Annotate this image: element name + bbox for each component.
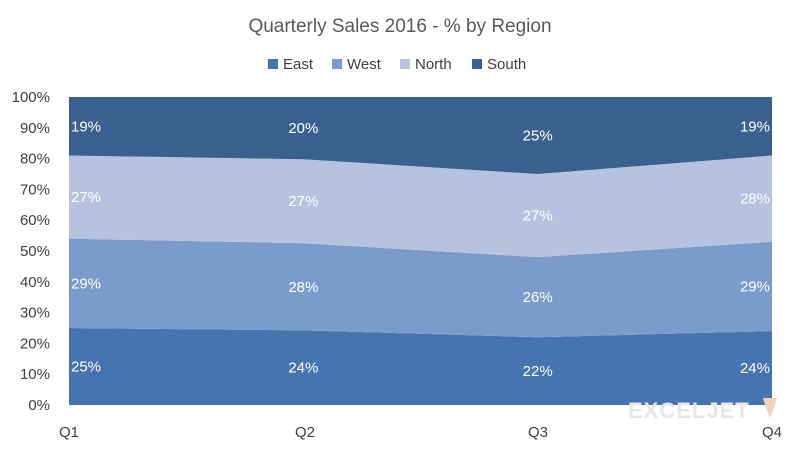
data-label-south-q3: 25%	[523, 128, 553, 145]
legend-label-east: East	[283, 56, 314, 73]
legend-swatch-east	[268, 59, 278, 69]
data-label-west-q4: 29%	[740, 278, 770, 295]
logo-mark-icon	[763, 398, 777, 418]
y-tick-label: 30%	[20, 305, 50, 322]
x-tick-label-q4: Q4	[762, 424, 782, 441]
data-label-north-q2: 27%	[288, 193, 318, 210]
y-tick-label: 10%	[20, 366, 50, 383]
data-label-south-q1: 19%	[71, 118, 101, 135]
watermark-text: EXCELJET	[628, 398, 750, 423]
y-tick-label: 80%	[20, 151, 50, 168]
x-tick-label-q3: Q3	[528, 424, 548, 441]
chart-title: Quarterly Sales 2016 - % by Region	[248, 16, 551, 37]
area-north	[69, 155, 772, 258]
data-label-west-q1: 29%	[71, 275, 101, 292]
legend-swatch-west	[332, 59, 342, 69]
y-tick-label: 20%	[20, 335, 50, 352]
data-label-east-q3: 22%	[523, 363, 553, 380]
x-axis-labels: Q1 Q2 Q3 Q4	[59, 424, 782, 441]
y-tick-label: 100%	[12, 89, 50, 106]
x-tick-label-q1: Q1	[59, 424, 79, 441]
legend-label-south: South	[487, 56, 526, 73]
legend-swatch-south	[472, 59, 482, 69]
data-label-south-q2: 20%	[288, 120, 318, 137]
y-tick-label: 0%	[28, 397, 50, 414]
area-west	[69, 238, 772, 338]
area-east	[69, 328, 772, 405]
y-tick-label: 60%	[20, 212, 50, 229]
data-label-north-q1: 27%	[71, 189, 101, 206]
data-label-north-q3: 27%	[523, 208, 553, 225]
data-label-east-q2: 24%	[288, 360, 318, 377]
legend: East West North South	[268, 56, 526, 73]
data-labels: 25% 24% 22% 24% 29% 28% 26% 29% 27% 27% 27% 28% 19% 2…	[71, 118, 770, 380]
plot-areas	[69, 97, 772, 405]
exceljet-logo: EXCELJET	[628, 398, 777, 423]
data-label-south-q4: 19%	[740, 118, 770, 135]
y-tick-label: 50%	[20, 243, 50, 260]
area-south	[69, 97, 772, 174]
y-tick-label: 90%	[20, 120, 50, 137]
data-label-west-q2: 28%	[288, 279, 318, 296]
data-label-north-q4: 28%	[740, 191, 770, 208]
legend-label-west: West	[347, 56, 382, 73]
data-label-west-q3: 26%	[523, 289, 553, 306]
y-tick-label: 70%	[20, 181, 50, 198]
x-tick-label-q2: Q2	[295, 424, 315, 441]
legend-label-north: North	[415, 56, 452, 73]
y-axis-labels: 0% 10% 20% 30% 40% 50% 60% 70% 80% 90% 100%	[12, 89, 50, 414]
y-tick-label: 40%	[20, 274, 50, 291]
data-label-east-q1: 25%	[71, 359, 101, 376]
data-label-east-q4: 24%	[740, 360, 770, 377]
legend-swatch-north	[400, 59, 410, 69]
